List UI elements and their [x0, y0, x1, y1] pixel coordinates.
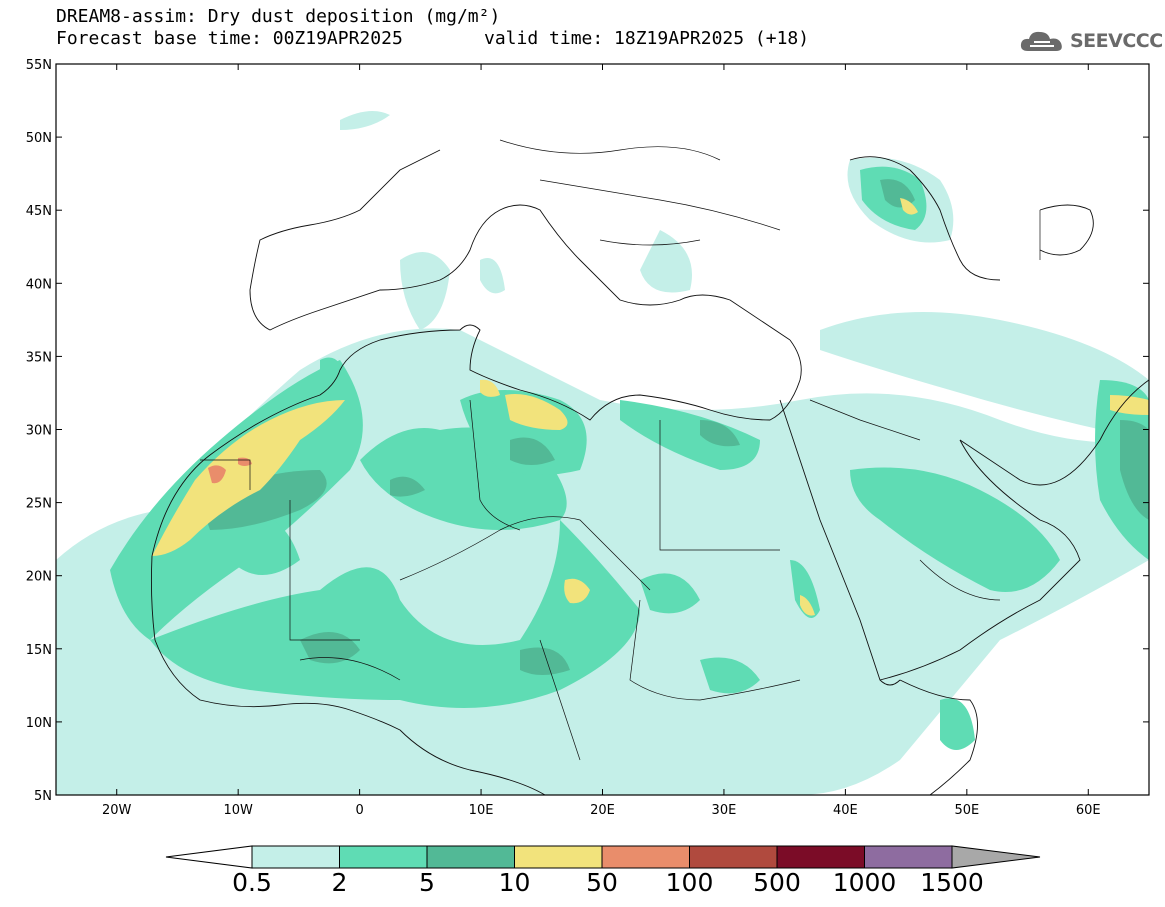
valid-time: valid time: 18Z19APR2025 (+18)	[484, 28, 810, 49]
lat-tick-label: 5N	[34, 789, 52, 804]
colorbar-label: 0.5	[232, 868, 272, 897]
colorbar-segment	[776, 845, 865, 869]
longitude-axis: 20W 10W 0 10E 20E 30E 40E 50E 60E	[102, 64, 1101, 818]
lon-tick-label: 40E	[833, 803, 858, 818]
logo-text: SEEVCCC	[1070, 30, 1163, 52]
colorbar	[165, 845, 1041, 869]
lat-tick-label: 10N	[26, 716, 52, 731]
lat-tick-label: 45N	[26, 204, 52, 219]
dust-shading	[56, 111, 1149, 795]
lat-tick-label: 40N	[26, 277, 52, 292]
seevccc-logo: SEEVCCC	[1018, 26, 1163, 56]
lat-tick-label: 20N	[26, 570, 52, 585]
lat-tick-label: 15N	[26, 643, 52, 658]
lon-tick-label: 0	[355, 803, 363, 818]
lat-tick-label: 55N	[26, 58, 52, 73]
shading-level-10	[152, 198, 1149, 616]
coastlines	[150, 149, 1149, 795]
lon-tick-label: 10E	[469, 803, 494, 818]
map-title: DREAM8-assim: Dry dust deposition (mg/m²…	[56, 6, 501, 27]
lat-tick-label: 30N	[26, 424, 52, 439]
colorbar-label: 2	[331, 868, 348, 897]
colorbar-segment	[689, 845, 778, 869]
colorbar-label: 5	[419, 868, 435, 897]
latitude-axis: 55N 50N 45N 40N 35N 30N 25N 20N 15N 10N 5N	[26, 58, 1149, 804]
colorbar-segment	[426, 845, 515, 869]
lon-tick-label: 50E	[954, 803, 979, 818]
colorbar-label: 1000	[832, 868, 897, 897]
borders	[200, 139, 1041, 761]
colorbar-under-triangle	[165, 845, 253, 869]
forecast-base-time: Forecast base time: 00Z19APR2025	[56, 28, 403, 49]
colorbar-label: 1500	[920, 868, 984, 897]
lon-tick-label: 30E	[712, 803, 737, 818]
cloud-icon	[1020, 31, 1062, 51]
lon-tick-label: 60E	[1076, 803, 1101, 818]
colorbar-label: 500	[753, 868, 801, 897]
colorbar-label: 100	[665, 868, 714, 897]
colorbar-segment	[251, 845, 340, 869]
lat-tick-label: 35N	[26, 350, 52, 365]
lat-tick-label: 25N	[26, 497, 52, 512]
colorbar-label: 10	[498, 868, 531, 897]
colorbar-segment	[601, 845, 690, 869]
lat-tick-label: 50N	[26, 131, 52, 146]
shading-level-5	[200, 179, 1149, 675]
colorbar-label: 50	[586, 868, 618, 897]
colorbar-over-triangle	[951, 845, 1041, 869]
colorbar-segment	[864, 845, 953, 869]
lon-tick-label: 20W	[102, 803, 132, 818]
colorbar-segment	[514, 845, 603, 869]
lon-tick-label: 10W	[223, 803, 253, 818]
colorbar-segment	[339, 845, 428, 869]
lon-tick-label: 20E	[590, 803, 615, 818]
